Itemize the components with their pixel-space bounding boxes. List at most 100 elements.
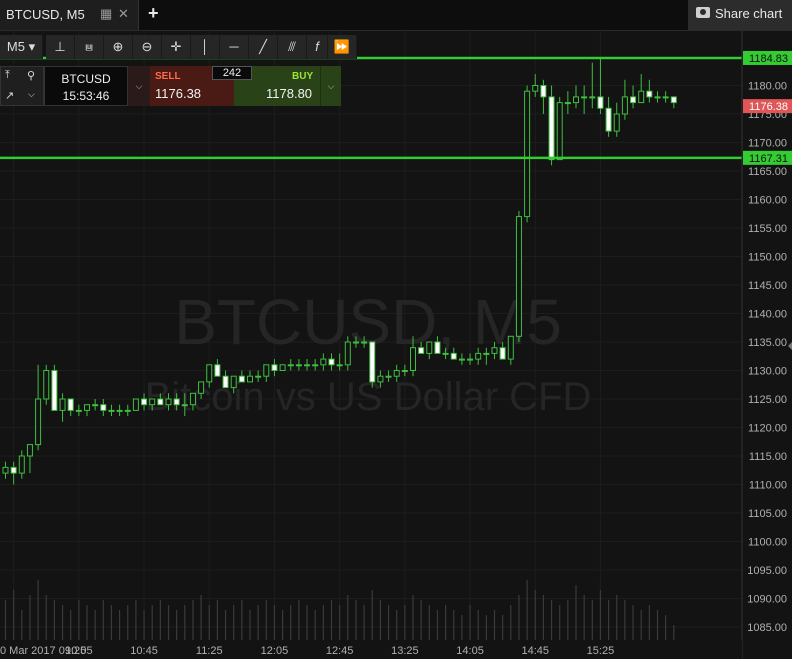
- current-price-bg: [743, 99, 792, 114]
- candle-body: [198, 381, 205, 394]
- horizontal-line-icon[interactable]: ─: [220, 35, 249, 59]
- candle: [467, 353, 474, 365]
- candle-body: [124, 409, 131, 412]
- candle: [426, 341, 433, 360]
- price-tick-label: 1170.00: [748, 138, 787, 150]
- symbol-box[interactable]: BTCUSD 15:53:46: [44, 66, 128, 106]
- candle: [26, 444, 33, 474]
- candle: [304, 359, 311, 371]
- zoom-in-icon[interactable]: ⊕: [104, 35, 133, 59]
- candle-body: [75, 409, 82, 412]
- candle: [206, 364, 213, 388]
- fast-forward-icon[interactable]: ⏩: [328, 35, 357, 59]
- timeframe-value: M5: [6, 39, 25, 54]
- candle-body: [638, 90, 645, 104]
- buy-dropdown[interactable]: ⌵: [320, 66, 341, 106]
- zoom-out-icon[interactable]: ⊖: [133, 35, 162, 59]
- candle: [165, 393, 172, 411]
- candle: [377, 370, 384, 388]
- chart-tab-title: BTCUSD, M5: [6, 7, 85, 22]
- function-icon[interactable]: f: [307, 35, 328, 59]
- candle: [141, 393, 148, 411]
- search-icon[interactable]: ⚲: [27, 70, 36, 82]
- fibonacci-icon[interactable]: ⫻: [278, 35, 307, 59]
- candle: [222, 370, 229, 389]
- sell-label: SELL: [155, 71, 181, 82]
- candle-body: [670, 96, 677, 104]
- time-tick-label: 12:45: [326, 645, 354, 657]
- price-tick-label: 1145.00: [748, 280, 787, 292]
- price-axis-bg: [742, 30, 792, 659]
- candle-body: [59, 398, 66, 411]
- candle-body: [426, 341, 433, 354]
- candle-body: [116, 409, 123, 412]
- candle-body: [613, 113, 620, 132]
- candle: [564, 91, 571, 114]
- candle-body: [100, 404, 107, 411]
- candle: [556, 96, 563, 161]
- candle: [124, 404, 131, 417]
- chart-toolbar: M5 ▾ ⊥ ⩏ ⊕ ⊖ ✛ │ ─ ╱ ⫻ f ⏩: [0, 34, 360, 60]
- candle-body: [67, 398, 74, 411]
- price-tick-label: 1130.00: [748, 366, 787, 378]
- price-tick-label: 1090.00: [747, 594, 787, 606]
- candle-body: [507, 335, 514, 360]
- candle-body: [401, 370, 408, 372]
- candle: [621, 79, 628, 120]
- line-tool-icon[interactable]: ⩏: [75, 35, 104, 59]
- trade-ticket: ⤒ ⚲ ↗ ⌵ BTCUSD 15:53:46 ⌵ SELL 1176.38 B…: [0, 66, 341, 106]
- close-icon[interactable]: ✕: [118, 6, 129, 21]
- chart-tab[interactable]: BTCUSD, M5 ▦ ✕: [0, 0, 139, 30]
- candle: [238, 370, 245, 383]
- candle-body: [434, 341, 441, 354]
- chart-grid: [0, 30, 742, 640]
- candle: [434, 336, 441, 354]
- candle: [499, 342, 506, 360]
- price-tick-label: 1105.00: [748, 508, 787, 520]
- candle-body: [467, 358, 474, 361]
- price-tick-label: 1135.00: [748, 337, 787, 349]
- chevron-down-icon[interactable]: ⌵: [28, 89, 35, 99]
- candle-body: [320, 358, 327, 366]
- vertical-line-icon[interactable]: │: [191, 35, 220, 59]
- candle: [132, 398, 139, 411]
- collapse-icon[interactable]: ⤒: [5, 69, 10, 81]
- volume-bars: [4, 580, 675, 640]
- candle: [630, 85, 637, 109]
- candle-body: [336, 364, 343, 367]
- current-price-label: 1176.38: [749, 101, 788, 113]
- candle-body: [43, 370, 50, 400]
- candle: [662, 91, 669, 103]
- candle: [613, 102, 620, 137]
- sell-dropdown[interactable]: ⌵: [128, 66, 150, 106]
- candle: [605, 96, 612, 137]
- crosshair-icon[interactable]: ✛: [162, 35, 191, 59]
- trend-line-icon[interactable]: ╱: [249, 35, 278, 59]
- candle-body: [483, 352, 490, 355]
- candle: [100, 399, 107, 417]
- price-tick-label: 1150.00: [748, 252, 787, 264]
- candle: [458, 353, 465, 365]
- price-axis: 1180.001175.001170.001165.001160.001155.…: [741, 30, 792, 659]
- axis-scroll-handle[interactable]: [788, 342, 792, 350]
- trend-tool-icon[interactable]: ⊥: [46, 35, 75, 59]
- time-tick-label: 12:05: [261, 645, 289, 657]
- price-tick-label: 1160.00: [748, 195, 787, 207]
- candle: [336, 353, 343, 371]
- grid-icon[interactable]: ▦: [100, 6, 113, 21]
- candle: [646, 79, 653, 103]
- share-chart-button[interactable]: Share chart: [688, 0, 792, 30]
- plus-icon[interactable]: +: [148, 3, 159, 23]
- timeframe-select[interactable]: M5 ▾: [0, 35, 43, 59]
- candle: [92, 399, 99, 411]
- candlestick-series: [2, 57, 677, 485]
- candle: [410, 336, 416, 377]
- external-link-icon[interactable]: ↗: [5, 90, 15, 102]
- candle-body: [35, 398, 42, 446]
- candle-body: [222, 375, 229, 389]
- time-tick-label: 10:45: [130, 645, 158, 657]
- candle-body: [393, 370, 400, 377]
- candle-body: [385, 375, 392, 378]
- candle: [344, 336, 351, 371]
